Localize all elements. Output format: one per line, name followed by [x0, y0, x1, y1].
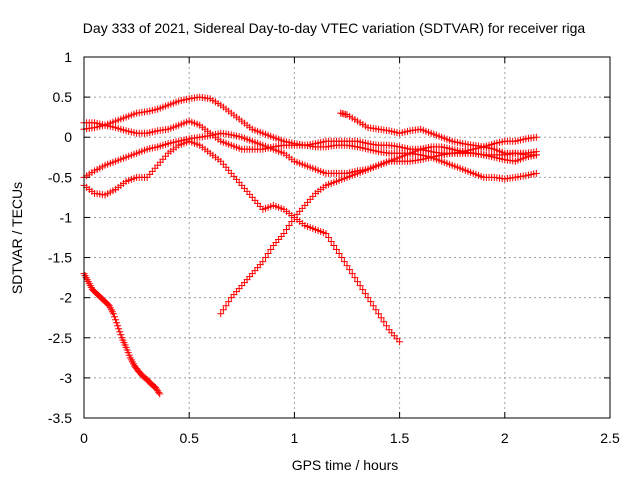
data-point: [377, 314, 385, 322]
data-point: [348, 270, 356, 278]
data-point: [375, 310, 383, 318]
data-point: [356, 282, 364, 290]
data-point: [267, 246, 275, 254]
data-point: [155, 388, 163, 396]
data-point: [280, 229, 288, 237]
data-point: [380, 318, 388, 326]
y-axis-label: SDTVAR / TECUs: [9, 182, 25, 294]
grid-lines: [84, 57, 610, 418]
data-point: [327, 238, 335, 246]
y-tick-label: -1.5: [48, 250, 72, 266]
data-point: [532, 169, 540, 177]
y-tick-label: 1: [64, 49, 72, 65]
plot-frame: [83, 56, 611, 419]
x-axis-label: GPS time / hours: [292, 457, 399, 473]
series-track-5: [80, 270, 164, 398]
data-point: [330, 242, 338, 250]
y-tick-labels: 1 0.5 0 -0.5 -1 -1.5 -2 -2.5 -3 -3.5: [48, 49, 72, 426]
x-tick-label: 2: [501, 430, 509, 446]
data-point: [217, 310, 225, 318]
series-track-7: [337, 109, 540, 159]
y-tick-label: -3: [60, 370, 73, 386]
data-point: [351, 274, 359, 282]
chart-title: Day 333 of 2021, Sidereal Day-to-day VTE…: [83, 20, 586, 36]
data-point: [219, 306, 227, 314]
x-tick-label: 1: [291, 430, 299, 446]
data-point: [113, 319, 121, 327]
data-point: [396, 338, 404, 346]
y-tick-label: 0.5: [53, 89, 73, 105]
data-point: [367, 298, 375, 306]
data-point: [264, 250, 272, 258]
y-tick-label: -3.5: [48, 410, 72, 426]
data-point: [109, 310, 117, 318]
data-point: [115, 325, 123, 333]
data-point: [332, 246, 340, 254]
data-point: [346, 266, 354, 274]
y-tick-label: -2.5: [48, 330, 72, 346]
data-point: [343, 262, 351, 270]
data-point: [222, 302, 230, 310]
data-point: [335, 250, 343, 258]
data-point: [111, 313, 119, 321]
data-point: [112, 316, 120, 324]
series-track-6: [217, 133, 540, 318]
axis-ticks: [83, 56, 611, 419]
x-tick-label: 2.5: [600, 430, 620, 446]
data-point: [372, 306, 380, 314]
y-tick-label: 0: [64, 129, 72, 145]
data-point: [283, 225, 291, 233]
x-tick-label: 0.5: [179, 430, 199, 446]
data-point: [285, 221, 293, 229]
x-tick-labels: 0 0.5 1 1.5 2 2.5: [80, 430, 620, 446]
data-point: [117, 331, 125, 339]
data-point: [364, 294, 372, 302]
data-point: [361, 290, 369, 298]
data-point: [359, 286, 367, 294]
data-point: [259, 258, 267, 266]
y-tick-label: -2: [60, 290, 73, 306]
x-tick-label: 1.5: [390, 430, 410, 446]
data-point: [116, 328, 124, 336]
data-point: [225, 298, 233, 306]
data-point: [322, 229, 330, 237]
data-series: [80, 93, 540, 398]
x-tick-label: 0: [80, 430, 88, 446]
data-point: [288, 217, 296, 225]
series-track-4: [80, 137, 404, 346]
data-point: [114, 322, 122, 330]
data-point: [369, 302, 377, 310]
data-point: [156, 390, 164, 398]
data-point: [340, 258, 348, 266]
data-point: [354, 278, 362, 286]
data-point: [532, 151, 540, 159]
data-point: [338, 254, 346, 262]
data-point: [382, 322, 390, 330]
data-point: [532, 133, 540, 141]
y-tick-label: -0.5: [48, 169, 72, 185]
data-point: [325, 234, 333, 241]
y-tick-label: -1: [60, 209, 73, 225]
data-point: [261, 254, 269, 262]
